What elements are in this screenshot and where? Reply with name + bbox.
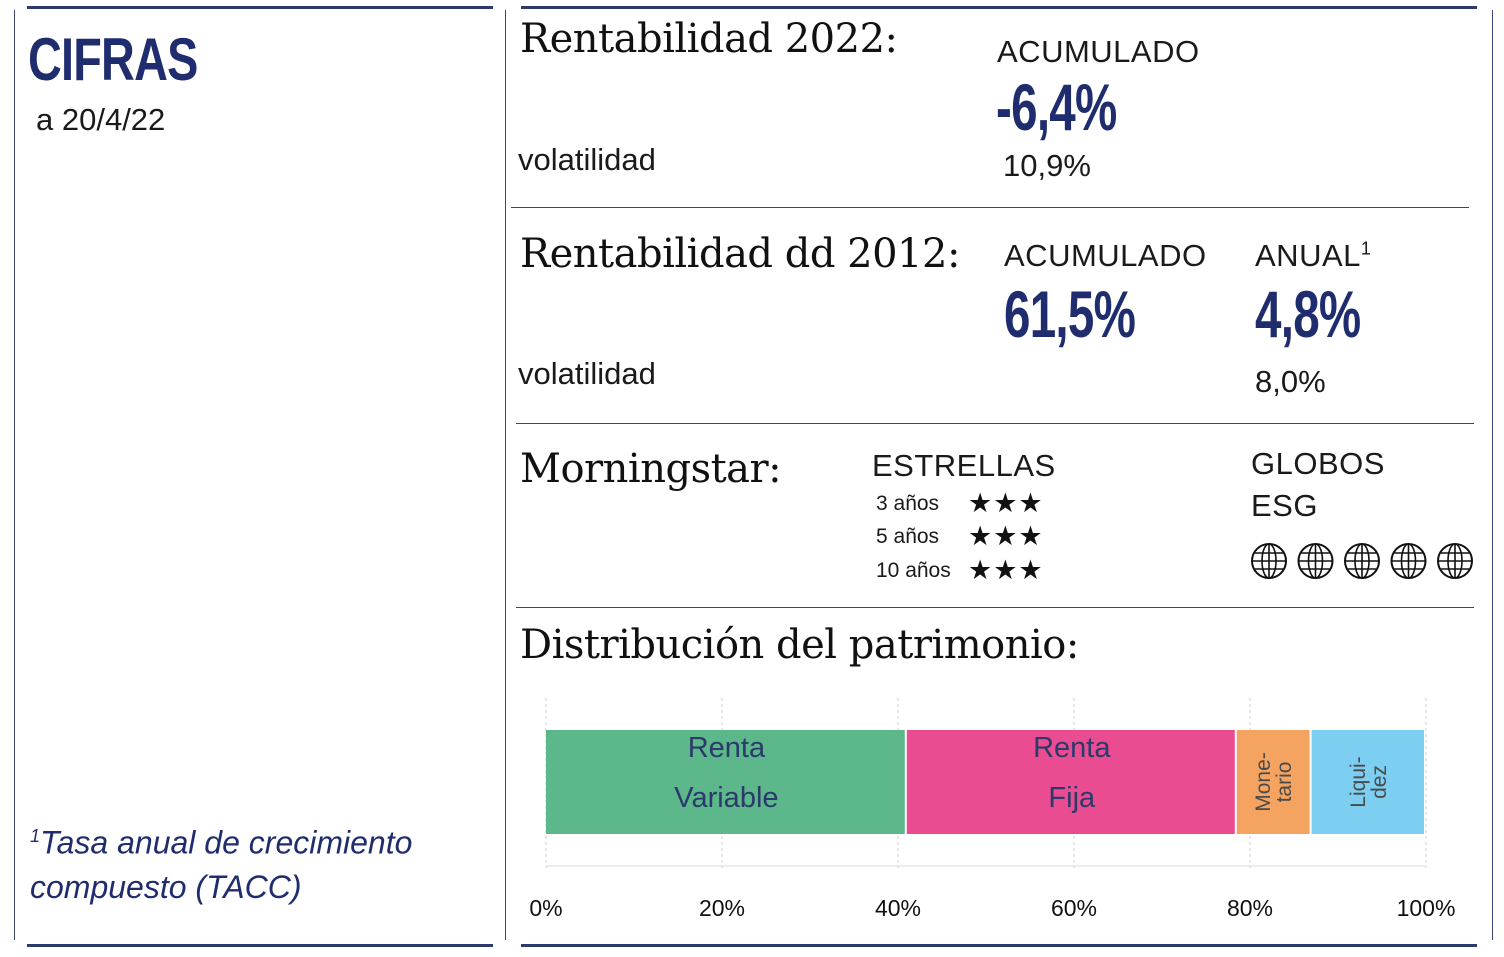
rating-period-3: 3 años (876, 492, 940, 515)
distribucion-chart: 0% 20% 40% 60% 80% 100% Renta Variable Renta Fija… (529, 698, 1456, 921)
rent-2022-acumulado-label: ACUMULADO (997, 34, 1200, 69)
date-label: a 20/4/22 (36, 102, 166, 137)
morningstar-title: Morningstar: (520, 446, 782, 492)
top-rule-right (521, 6, 1477, 9)
center-divider (505, 10, 506, 940)
rent-2012-anual-label: ANUAL1 (1255, 238, 1371, 274)
rent-2012-volatilidad-value: 8,0% (1255, 364, 1326, 399)
rent-2022-volatilidad-value: 10,9% (1003, 148, 1091, 183)
rent-2012-acumulado-value: 61,5% (1004, 277, 1136, 351)
estrellas-label: ESTRELLAS (872, 448, 1056, 483)
bottom-rule-right (521, 944, 1477, 947)
rating-period-5: 5 años (876, 525, 940, 548)
brand-title: CIFRAS (28, 26, 198, 93)
rent-2012-anual-value: 4,8% (1255, 277, 1361, 351)
rating-stars-10: ★★★ (968, 555, 1044, 585)
rating-stars-3: ★★★ (968, 488, 1044, 518)
segment-label: Mone- (1252, 752, 1275, 812)
rent-2022-acumulado-value: -6,4% (996, 70, 1117, 144)
esg-globes (1251, 543, 1473, 579)
rent-2022-title: Rentabilidad 2022: (520, 16, 898, 62)
tick-label: 0% (529, 895, 562, 921)
footnote-marker: 1 (30, 826, 41, 846)
globe-icon (1390, 543, 1427, 579)
globos-label: GLOBOS (1251, 446, 1385, 481)
divider-3 (516, 607, 1474, 608)
top-rule-left (27, 6, 493, 9)
rent-2012-title: Rentabilidad dd 2012: (520, 231, 960, 277)
tick-label: 100% (1397, 895, 1456, 921)
left-border (14, 10, 15, 940)
rating-stars-5: ★★★ (968, 521, 1044, 551)
bar-segment (1311, 730, 1424, 834)
rating-period-10: 10 años (876, 559, 951, 582)
footnote: 1Tasa anual de crecimiento compuesto (TA… (30, 814, 490, 909)
right-border (1492, 10, 1493, 940)
segment-label: Fija (1048, 782, 1096, 814)
segment-label: Renta (688, 732, 766, 764)
bottom-rule-left (27, 944, 493, 947)
globe-icon (1251, 543, 1287, 579)
rent-2012-volatilidad-label: volatilidad (518, 356, 656, 391)
bar-segment (1236, 730, 1310, 834)
anual-sup: 1 (1360, 238, 1372, 259)
segment-label: tario (1273, 762, 1296, 803)
segment-label: Variable (674, 782, 778, 814)
bar-segment (546, 730, 905, 834)
tick-label: 40% (875, 895, 921, 921)
tick-label: 80% (1227, 895, 1273, 921)
globe-icon (1297, 543, 1334, 579)
divider-1 (511, 207, 1469, 208)
segment-label: dez (1368, 765, 1391, 799)
tick-label: 20% (699, 895, 745, 921)
esg-label: ESG (1251, 488, 1318, 523)
anual-label-text: ANUAL (1255, 238, 1361, 273)
rent-2012-acumulado-label: ACUMULADO (1004, 238, 1207, 273)
globe-icon (1344, 543, 1380, 579)
divider-2 (516, 423, 1474, 424)
bar-segment (906, 730, 1235, 834)
footnote-text: Tasa anual de crecimiento compuesto (TAC… (30, 824, 413, 905)
globe-icon (1437, 543, 1473, 579)
segment-label: Liqui- (1347, 756, 1370, 807)
tick-label: 60% (1051, 895, 1097, 921)
distribucion-title: Distribución del patrimonio: (520, 622, 1079, 668)
segment-label: Renta (1033, 732, 1111, 764)
rent-2022-volatilidad-label: volatilidad (518, 142, 656, 177)
